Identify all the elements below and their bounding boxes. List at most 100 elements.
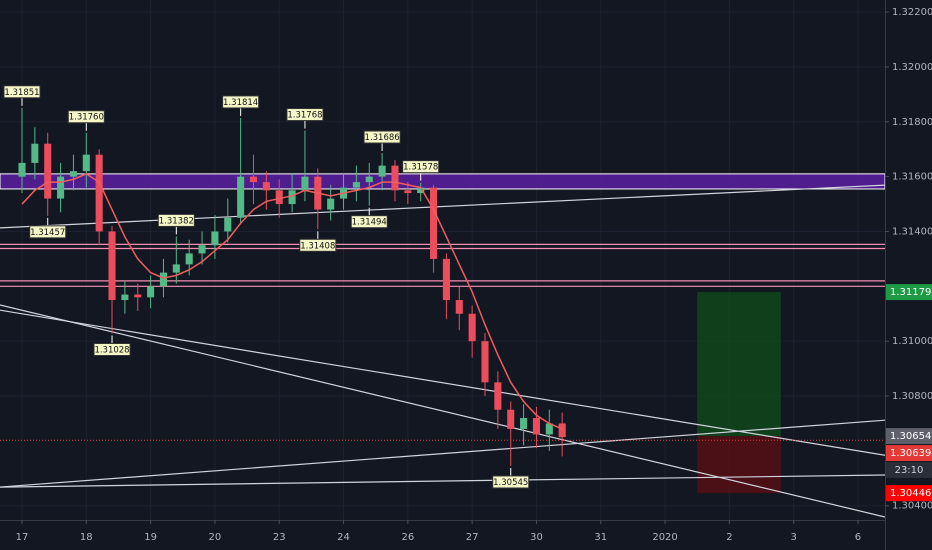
- candle-body: [134, 294, 142, 298]
- pivot-label: 1.31408: [300, 241, 335, 251]
- pivot-label-box: [492, 475, 530, 489]
- pivot-label-box: [350, 215, 388, 229]
- moving-average: [21, 173, 563, 430]
- plot-area: 1.31851 1.31760 1.31382 1.31814 1.31768 1.316…: [0, 0, 885, 520]
- pivot-label: 1.31028: [94, 346, 129, 356]
- x-tick-label: 30: [530, 532, 543, 543]
- countdown-box: [886, 462, 932, 479]
- target-zone: [697, 292, 781, 437]
- candle-body: [198, 245, 206, 254]
- candle-body: [44, 143, 52, 199]
- x-tick-label: 31: [594, 532, 607, 543]
- candle-body: [185, 253, 193, 265]
- candle-body: [275, 190, 283, 205]
- candle-body: [224, 217, 232, 232]
- trendline: [0, 419, 885, 488]
- pivot-label-box: [29, 225, 67, 239]
- pivot-label-box: [157, 213, 195, 227]
- candle-body: [494, 382, 502, 410]
- candle-body: [520, 417, 528, 429]
- candle-body: [82, 154, 90, 172]
- pivot-label-box: [402, 160, 440, 174]
- countdown: 23:10: [895, 465, 924, 476]
- x-tick-label: 2020: [652, 532, 677, 543]
- candle-body: [18, 162, 26, 177]
- x-tick-label: 18: [80, 532, 93, 543]
- candle-body: [430, 187, 438, 259]
- pivot-label: 1.31814: [223, 98, 258, 108]
- zone: [0, 173, 885, 190]
- candle-body: [31, 143, 39, 163]
- pivot-label-box: [93, 343, 131, 357]
- price-tag: [886, 485, 932, 502]
- candle-body: [378, 165, 386, 177]
- x-tick-label: 19: [144, 532, 157, 543]
- pivot-label-box: [3, 85, 41, 99]
- candle-body: [237, 176, 245, 218]
- pivot-label-box: [299, 238, 337, 252]
- candle-body: [327, 198, 335, 210]
- pivot-label-box: [222, 95, 260, 109]
- candle-body: [545, 423, 553, 435]
- stop-zone: [697, 436, 781, 494]
- candle-body: [172, 264, 180, 273]
- candle-body: [532, 417, 540, 435]
- candle-body: [507, 409, 515, 429]
- pivot-label-box: [363, 130, 401, 144]
- trendline: [0, 474, 885, 488]
- y-tick-label: 1.31600: [892, 172, 932, 183]
- price-tag: [886, 428, 932, 445]
- pivot-label: 1.31382: [159, 216, 194, 226]
- candle-body: [352, 182, 360, 188]
- y-tick-label: 1.30400: [892, 501, 932, 512]
- candle-body: [121, 294, 129, 301]
- y-tick-label: 1.31800: [892, 117, 932, 128]
- x-tick-label: 3: [790, 532, 796, 543]
- x-tick-label: 24: [337, 532, 350, 543]
- candle-body: [481, 341, 489, 383]
- pivot-label-box: [286, 108, 324, 122]
- price-tag-label: 1.30639: [890, 448, 931, 459]
- candle-body: [147, 286, 155, 298]
- trendline: [0, 184, 885, 229]
- pivot-label: 1.31578: [403, 163, 438, 173]
- candle-body: [288, 190, 296, 205]
- x-tick-label: 23: [273, 532, 286, 543]
- candle-body: [455, 300, 463, 314]
- pivot-label: 1.31494: [352, 218, 387, 228]
- candle-body: [108, 231, 116, 301]
- candle-body: [417, 187, 425, 194]
- candle-body: [57, 176, 65, 199]
- x-tick-label: 27: [466, 532, 479, 543]
- candle-body: [262, 182, 270, 191]
- y-tick-label: 1.32200: [892, 7, 932, 18]
- pivot-label: 1.31686: [365, 133, 400, 143]
- candle-body: [391, 165, 399, 191]
- price-tag-label: 1.31179: [890, 287, 931, 298]
- candle-body: [442, 258, 450, 301]
- y-tick-label: 1.32000: [892, 62, 932, 73]
- pivot-label: 1.30545: [493, 478, 528, 488]
- pivot-label: 1.31457: [30, 228, 65, 238]
- pivot-label: 1.31760: [69, 113, 104, 123]
- candle-body: [558, 423, 566, 438]
- trendline: [0, 304, 885, 518]
- pivot-label: 1.31851: [4, 88, 39, 98]
- x-tick-label: 6: [855, 532, 861, 543]
- candle-body: [249, 176, 258, 183]
- candle-body: [95, 154, 103, 232]
- candle-body: [211, 231, 219, 246]
- pivot-label-box: [67, 110, 105, 124]
- price-tag-label: 1.30446: [890, 488, 931, 499]
- y-tick-label: 1.31000: [892, 336, 932, 347]
- x-tick-label: 2: [726, 532, 732, 543]
- price-tag: [886, 284, 932, 301]
- x-tick-label: 20: [209, 532, 222, 543]
- price-tag: [886, 445, 932, 462]
- y-tick-label: 1.31400: [892, 226, 932, 237]
- pivot-label: 1.31768: [287, 111, 322, 121]
- x-tick-label: 17: [16, 532, 29, 543]
- y-tick-label: 1.30800: [892, 391, 932, 402]
